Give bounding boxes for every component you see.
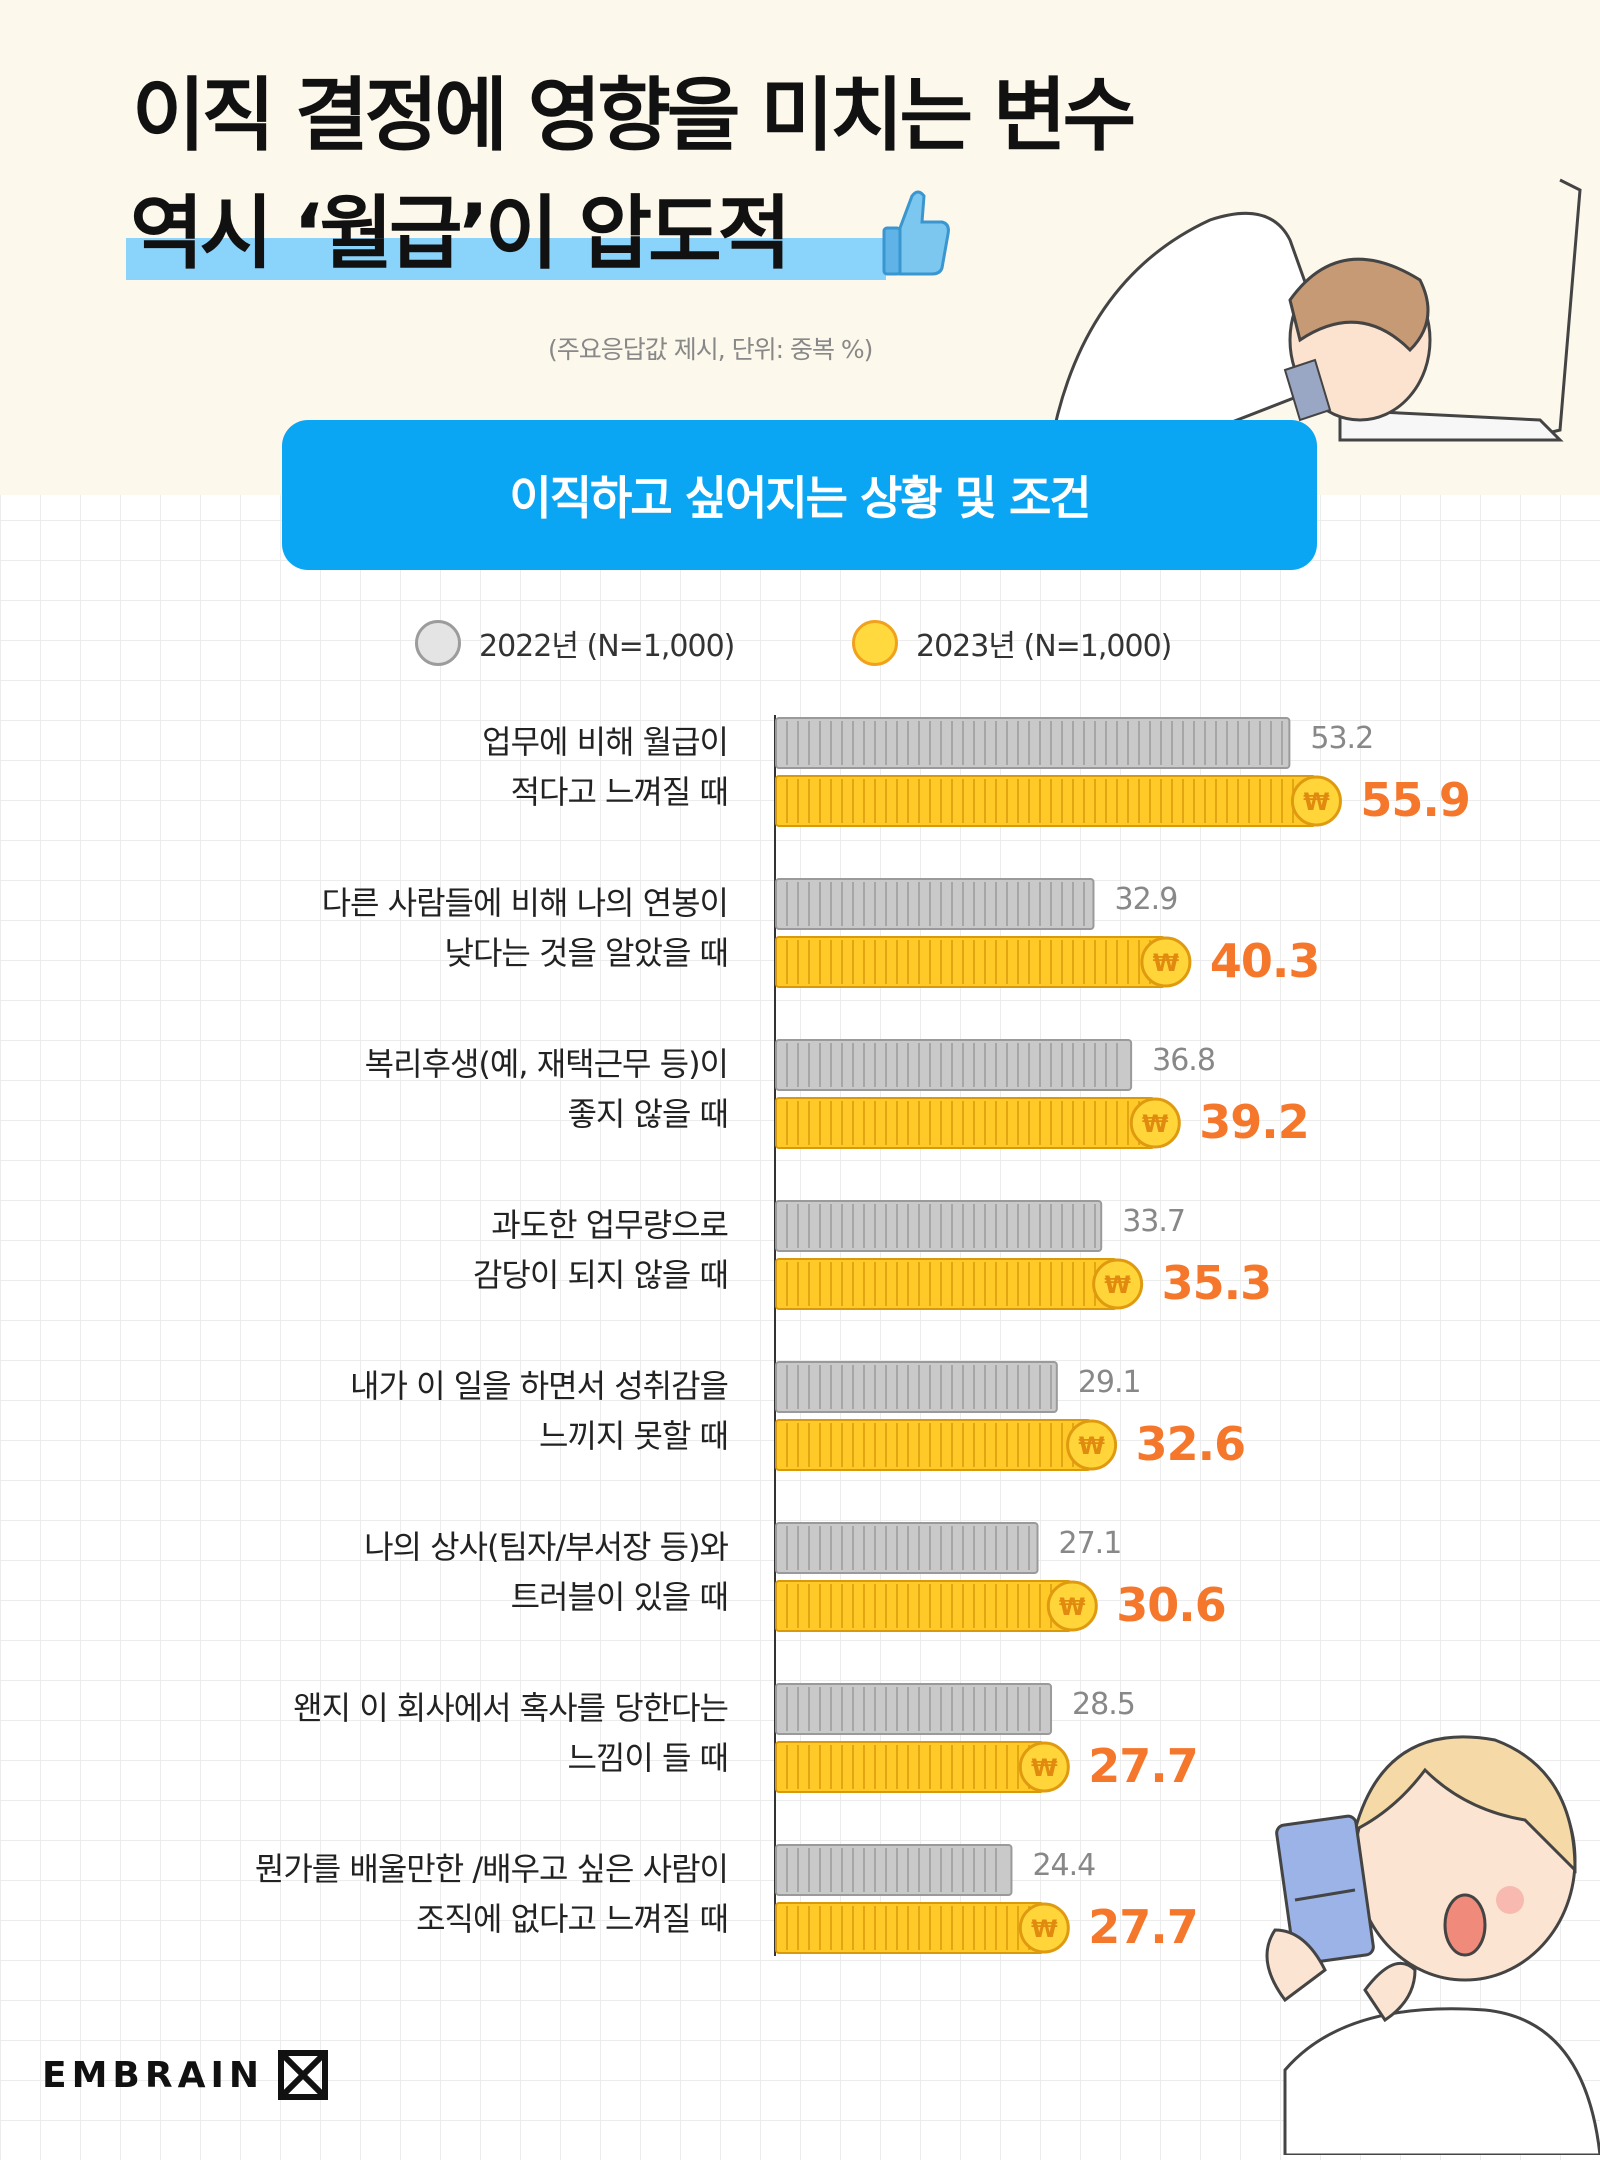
bar-2023 bbox=[775, 1741, 1045, 1793]
legend-2022: 2022년 (N=1,000) bbox=[415, 620, 735, 666]
won-coin-icon bbox=[1290, 775, 1342, 827]
legend-2023: 2023년 (N=1,000) bbox=[852, 620, 1172, 666]
category-label-line: 뭔가를 배울만한 /배우고 싶은 사람이 bbox=[255, 1850, 728, 1888]
chart-banner: 이직하고 싶어지는 상황 및 조건 bbox=[282, 420, 1317, 570]
bar-2022 bbox=[775, 1200, 1103, 1252]
embrain-mark-icon bbox=[277, 2050, 328, 2100]
category-label-line: 트러블이 있을 때 bbox=[511, 1578, 728, 1616]
value-label-2023: 30.6 bbox=[1116, 1578, 1226, 1632]
category-label-line: 느끼지 못할 때 bbox=[539, 1417, 728, 1455]
category-label-line: 좋지 않을 때 bbox=[567, 1095, 728, 1133]
value-label-2023: 40.3 bbox=[1210, 934, 1320, 988]
value-label-2022: 28.5 bbox=[1072, 1687, 1135, 1722]
bar-2022 bbox=[775, 1683, 1053, 1735]
won-coin-icon bbox=[1140, 936, 1192, 988]
bar-2022 bbox=[775, 1361, 1058, 1413]
category-label-line: 감당이 되지 않을 때 bbox=[473, 1256, 728, 1294]
won-coin-icon bbox=[1046, 1580, 1098, 1632]
bar-2023 bbox=[775, 1902, 1045, 1954]
bar-2023 bbox=[775, 775, 1317, 827]
won-coin-icon bbox=[1129, 1097, 1181, 1149]
chart-banner-title: 이직하고 싶어지는 상황 및 조건 bbox=[509, 471, 1091, 525]
sleeping-worker-illustration bbox=[1048, 178, 1582, 452]
value-label-2022: 36.8 bbox=[1152, 1043, 1215, 1078]
legend-2023-swatch bbox=[852, 620, 898, 666]
won-coin-symbol: ₩ bbox=[1303, 788, 1330, 816]
won-coin-symbol: ₩ bbox=[1104, 1271, 1131, 1299]
bar-2023 bbox=[775, 1258, 1118, 1310]
won-coin-symbol: ₩ bbox=[1153, 949, 1180, 977]
category-label-line: 적다고 느껴질 때 bbox=[511, 773, 728, 811]
value-label-2023: 32.6 bbox=[1136, 1417, 1246, 1471]
legend-2022-label: 2022년 (N=1,000) bbox=[479, 629, 735, 664]
value-label-2023: 27.7 bbox=[1088, 1900, 1198, 1954]
category-label-line: 업무에 비해 월급이 bbox=[482, 723, 728, 761]
embrain-logo: EMBRAIN bbox=[42, 2050, 328, 2100]
bar-2022 bbox=[775, 1522, 1039, 1574]
won-coin-icon bbox=[1018, 1902, 1070, 1954]
category-label-line: 복리후생(예, 재택근무 등)이 bbox=[365, 1045, 728, 1083]
thumbs-up-icon bbox=[882, 190, 950, 276]
category-label-line: 내가 이 일을 하면서 성취감을 bbox=[350, 1367, 728, 1405]
bar-2023 bbox=[775, 1097, 1156, 1149]
value-label-2023: 39.2 bbox=[1199, 1095, 1309, 1149]
won-coin-symbol: ₩ bbox=[1031, 1754, 1058, 1782]
embrain-wordmark: EMBRAIN bbox=[42, 2054, 264, 2096]
value-label-2023: 35.3 bbox=[1162, 1256, 1272, 1310]
empty-wallet-illustration bbox=[1265, 1735, 1600, 2155]
won-coin-icon bbox=[1066, 1419, 1118, 1471]
legend-2022-swatch bbox=[415, 620, 461, 666]
bar-2022 bbox=[775, 1039, 1133, 1091]
value-label-2022: 33.7 bbox=[1122, 1204, 1185, 1239]
won-coin-symbol: ₩ bbox=[1059, 1593, 1086, 1621]
category-label-line: 조직에 없다고 느껴질 때 bbox=[416, 1900, 728, 1938]
category-label-line: 왠지 이 회사에서 혹사를 당한다는 bbox=[293, 1689, 728, 1727]
category-label-line: 낮다는 것을 알았을 때 bbox=[445, 934, 728, 972]
bar-2022 bbox=[775, 878, 1095, 930]
title-highlight bbox=[126, 238, 886, 280]
value-label-2022: 29.1 bbox=[1078, 1365, 1141, 1400]
value-label-2022: 27.1 bbox=[1059, 1526, 1122, 1561]
won-coin-symbol: ₩ bbox=[1142, 1110, 1169, 1138]
category-label-line: 과도한 업무량으로 bbox=[491, 1206, 728, 1244]
legend-2023-label: 2023년 (N=1,000) bbox=[916, 629, 1172, 664]
category-label-line: 느낌이 들 때 bbox=[567, 1739, 728, 1777]
value-label-2022: 32.9 bbox=[1114, 882, 1177, 917]
won-coin-symbol: ₩ bbox=[1078, 1432, 1105, 1460]
won-coin-icon bbox=[1018, 1741, 1070, 1793]
subtitle: (주요응답값 제시, 단위: 중복 %) bbox=[548, 335, 873, 364]
page-title-line1: 이직 결정에 영향을 미치는 변수 bbox=[132, 69, 1136, 162]
value-label-2022: 53.2 bbox=[1310, 721, 1373, 756]
won-coin-icon bbox=[1092, 1258, 1144, 1310]
won-coin-symbol: ₩ bbox=[1031, 1915, 1058, 1943]
value-label-2023: 27.7 bbox=[1088, 1739, 1198, 1793]
bar-2023 bbox=[775, 1419, 1092, 1471]
category-label-line: 나의 상사(팀자/부서장 등)와 bbox=[364, 1528, 728, 1566]
category-label-line: 다른 사람들에 비해 나의 연봉이 bbox=[322, 884, 728, 922]
value-label-2023: 55.9 bbox=[1360, 773, 1470, 827]
bar-2022 bbox=[775, 1844, 1013, 1896]
value-label-2022: 24.4 bbox=[1032, 1848, 1095, 1883]
page-title-line2: 역시 ‘월급’이 압도적 bbox=[130, 187, 791, 280]
page-title-line2-wrap: 역시 ‘월급’이 압도적 bbox=[126, 187, 886, 280]
